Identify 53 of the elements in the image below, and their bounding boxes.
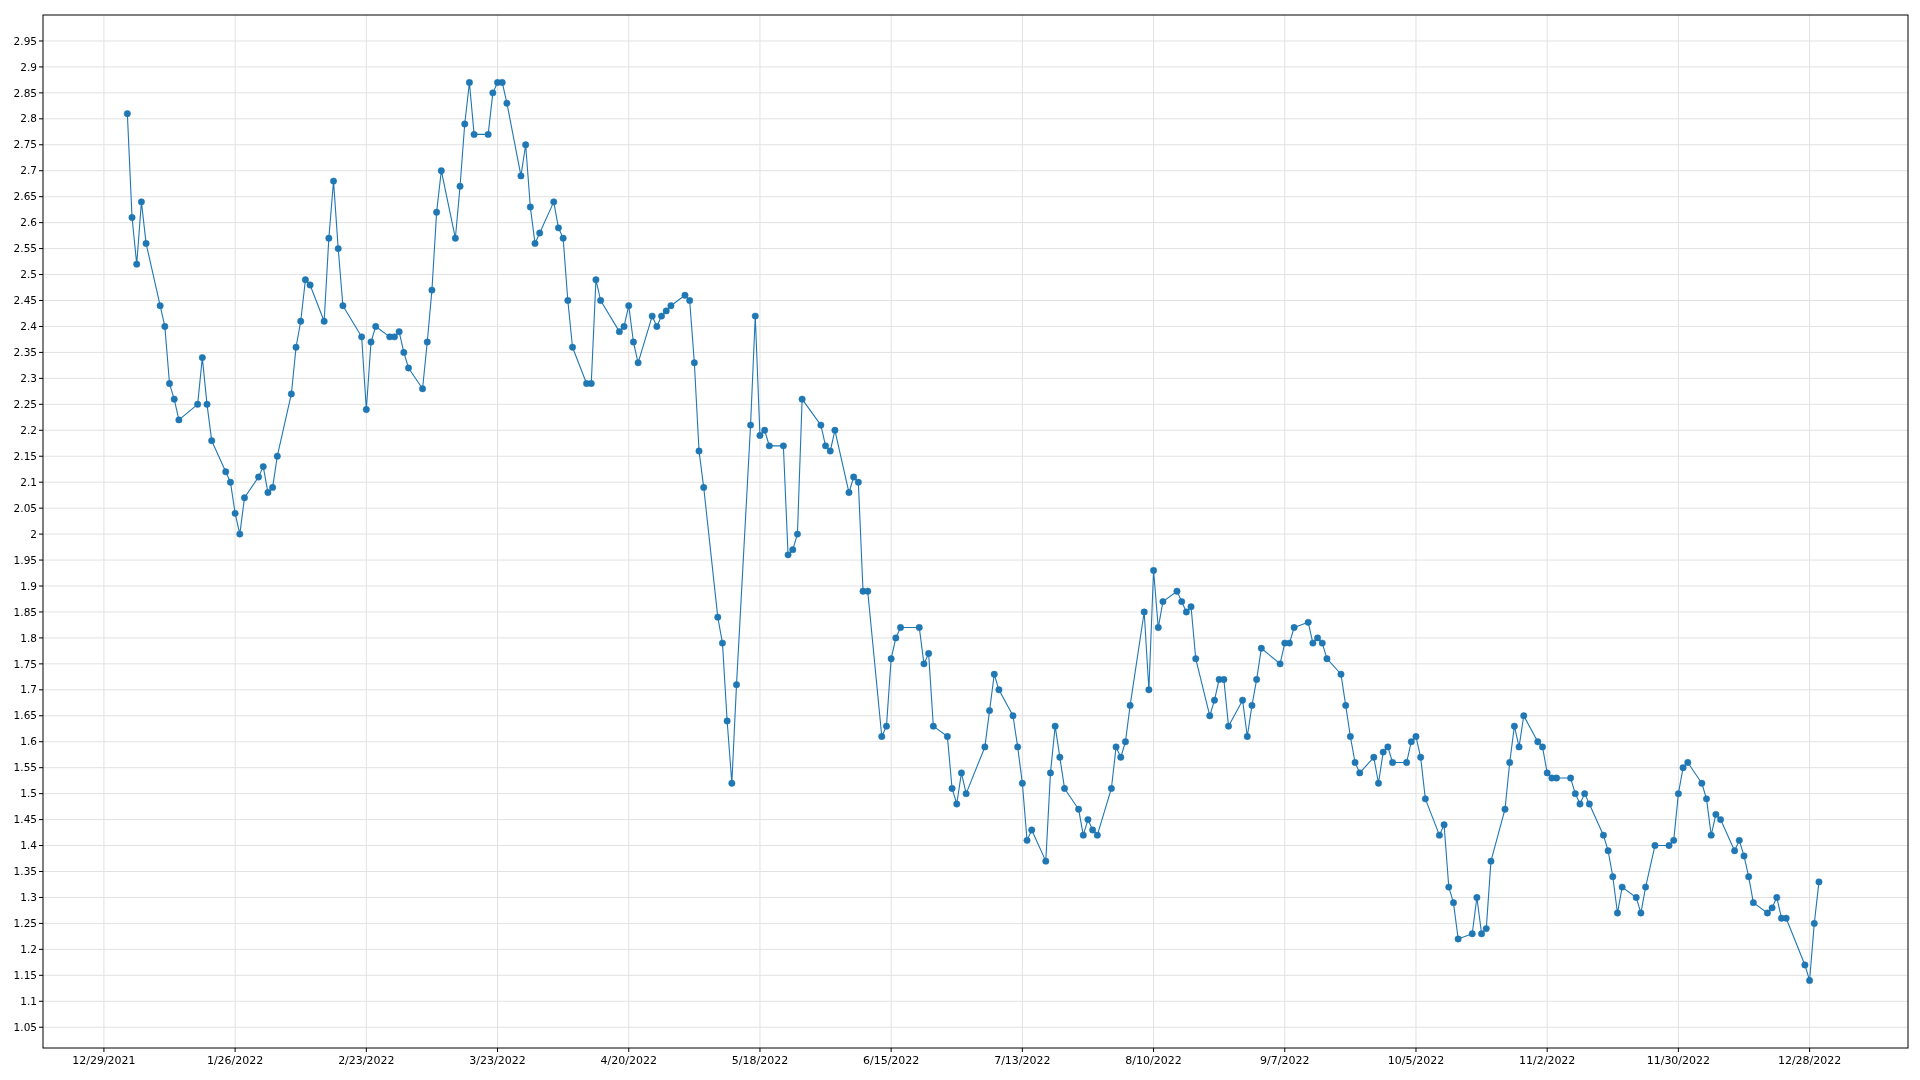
y-tick-label: 2.7 — [20, 164, 37, 177]
x-tick-label: 10/5/2022 — [1387, 1054, 1445, 1067]
y-tick-label: 1.2 — [20, 943, 37, 956]
y-tick-label: 1.5 — [20, 787, 37, 800]
y-tick-label: 2.45 — [13, 294, 37, 307]
y-tick-label: 1.35 — [13, 865, 37, 878]
y-tick-label: 2.5 — [20, 268, 37, 281]
y-tick-label: 2.95 — [13, 34, 37, 47]
x-tick-label: 12/29/2021 — [72, 1054, 136, 1067]
y-tick-label: 1.05 — [13, 1020, 37, 1033]
y-tick-label: 2.35 — [13, 346, 37, 359]
y-tick-label: 1.9 — [20, 579, 37, 592]
y-tick-label: 2.2 — [20, 423, 37, 436]
y-tick-label: 2.65 — [13, 190, 37, 203]
y-tick-label: 1.65 — [13, 709, 37, 722]
y-tick-label: 2 — [30, 527, 37, 540]
y-tick-label: 1.8 — [20, 631, 37, 644]
x-tick-label: 6/15/2022 — [862, 1054, 920, 1067]
x-tick-label: 3/23/2022 — [469, 1054, 526, 1067]
y-tick-label: 1.7 — [20, 683, 37, 696]
y-tick-label: 2.55 — [13, 242, 37, 255]
y-tick-label: 2.4 — [20, 320, 38, 333]
x-tick-label: 5/18/2022 — [731, 1054, 789, 1067]
y-tick-label: 2.1 — [20, 475, 37, 488]
y-tick-label: 1.3 — [20, 891, 37, 904]
y-tick-label: 1.4 — [20, 839, 38, 852]
y-tick-label: 2.85 — [13, 86, 37, 99]
x-tick-label: 9/7/2022 — [1260, 1054, 1310, 1067]
y-tick-label: 1.55 — [13, 761, 37, 774]
y-tick-label: 1.1 — [20, 994, 37, 1007]
y-tick-label: 2.25 — [13, 398, 37, 410]
y-tick-label: 1.15 — [13, 969, 37, 981]
y-tick-label: 2.6 — [20, 216, 38, 229]
y-tick-label: 2.3 — [20, 372, 37, 385]
y-tick-label: 1.25 — [13, 917, 37, 930]
y-tick-label: 1.95 — [13, 553, 37, 566]
y-tick-label: 1.85 — [13, 605, 37, 618]
x-tick-label: 2/23/2022 — [338, 1054, 395, 1067]
x-tick-label: 1/26/2022 — [206, 1054, 264, 1067]
y-tick-label: 2.75 — [13, 138, 37, 151]
y-tick-label: 2.05 — [13, 501, 37, 514]
x-tick-label: 11/2/2022 — [1518, 1054, 1576, 1067]
x-tick-label: 11/30/2022 — [1646, 1054, 1711, 1067]
y-tick-label: 1.6 — [20, 735, 38, 748]
x-tick-label: 8/10/2022 — [1125, 1054, 1182, 1067]
y-tick-label: 2.8 — [20, 112, 37, 125]
x-tick-label: 4/20/2022 — [600, 1054, 657, 1067]
x-tick-label: 12/28/2022 — [1777, 1054, 1842, 1067]
y-tick-label: 2.15 — [13, 449, 37, 462]
x-tick-label: 7/13/2022 — [994, 1054, 1051, 1067]
y-tick-label: 2.9 — [20, 60, 37, 73]
y-tick-label: 1.45 — [13, 813, 37, 826]
y-tick-label: 1.75 — [13, 657, 37, 670]
